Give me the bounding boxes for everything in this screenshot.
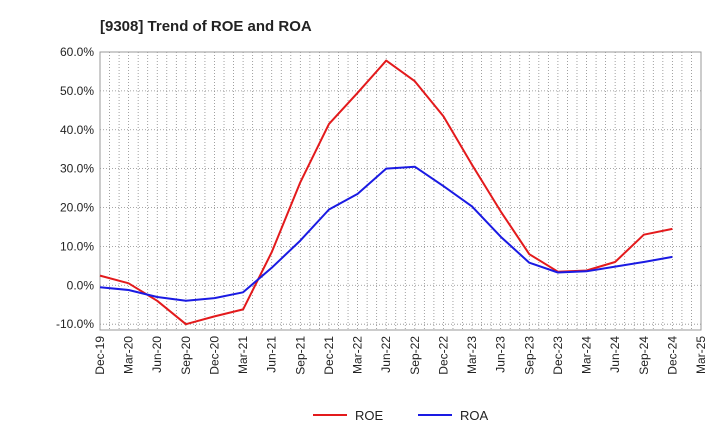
- x-tick-label: Mar-25: [694, 336, 708, 374]
- y-tick-label: 30.0%: [60, 162, 94, 176]
- x-tick-label: Jun-24: [608, 336, 622, 373]
- y-tick-label: 50.0%: [60, 84, 94, 98]
- plot-border: [99, 51, 702, 331]
- x-tick-label: Sep-24: [637, 336, 651, 375]
- y-tick-label: 10.0%: [60, 239, 94, 253]
- x-tick-label: Jun-22: [379, 336, 393, 373]
- series-lines: [99, 59, 673, 326]
- x-tick-label: Sep-20: [179, 336, 193, 375]
- y-tick-label: 60.0%: [60, 45, 94, 59]
- x-tick-label: Sep-21: [293, 336, 307, 375]
- x-tick-label: Dec-19: [93, 336, 107, 375]
- chart-title: [9308] Trend of ROE and ROA: [100, 18, 312, 35]
- x-tick-label: Dec-23: [551, 336, 565, 375]
- x-tick-label: Sep-22: [408, 336, 422, 375]
- y-tick-label: 20.0%: [60, 201, 94, 215]
- legend: ROE ROA: [313, 408, 489, 423]
- legend-label-roa: ROA: [460, 408, 489, 423]
- x-tick-label: Jun-20: [150, 336, 164, 373]
- x-tick-label: Jun-23: [494, 336, 508, 373]
- x-tick-label: Dec-24: [665, 336, 679, 375]
- y-tick-label: -10.0%: [56, 317, 94, 331]
- x-tick-label: Mar-20: [122, 336, 136, 374]
- x-tick-label: Dec-22: [436, 336, 450, 375]
- x-tick-label: Sep-23: [522, 336, 536, 375]
- x-tick-label: Dec-21: [322, 336, 336, 375]
- x-tick-label: Mar-23: [465, 336, 479, 374]
- legend-label-roe: ROE: [355, 408, 384, 423]
- grid: [99, 51, 702, 330]
- y-tick-label: 40.0%: [60, 123, 94, 137]
- axes: -10.0% 0.0% 10.0% 20.0% 30.0% 40.0% 50.0% 60.0%…: [56, 45, 708, 375]
- x-tick-label: Mar-21: [236, 336, 250, 374]
- x-tick-label: Jun-21: [265, 336, 279, 373]
- y-tick-label: 0.0%: [67, 278, 95, 292]
- x-tick-label: Mar-24: [580, 336, 594, 374]
- x-tick-label: Dec-20: [207, 336, 221, 375]
- series-line-roa: [99, 165, 673, 302]
- x-tick-label: Mar-22: [351, 336, 365, 374]
